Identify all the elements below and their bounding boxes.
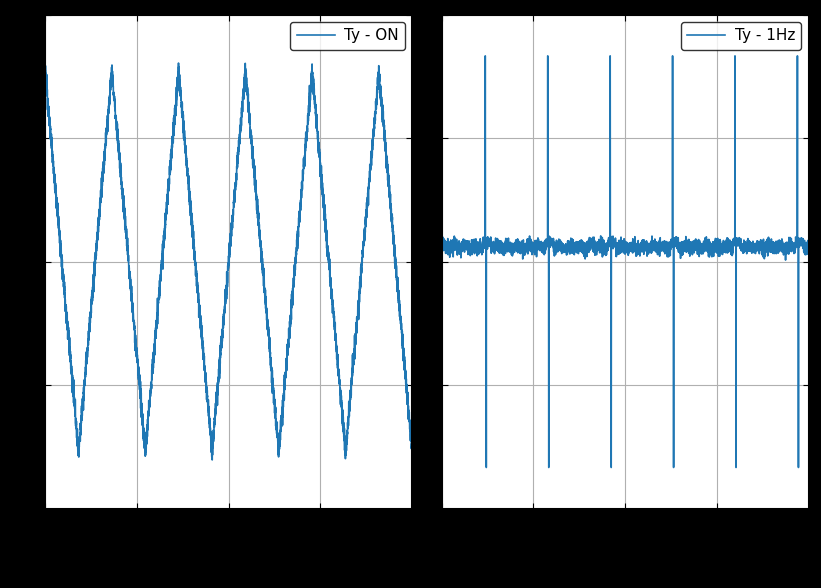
Legend: Ty - ON: Ty - ON (291, 22, 405, 49)
Legend: Ty - 1Hz: Ty - 1Hz (681, 22, 801, 49)
